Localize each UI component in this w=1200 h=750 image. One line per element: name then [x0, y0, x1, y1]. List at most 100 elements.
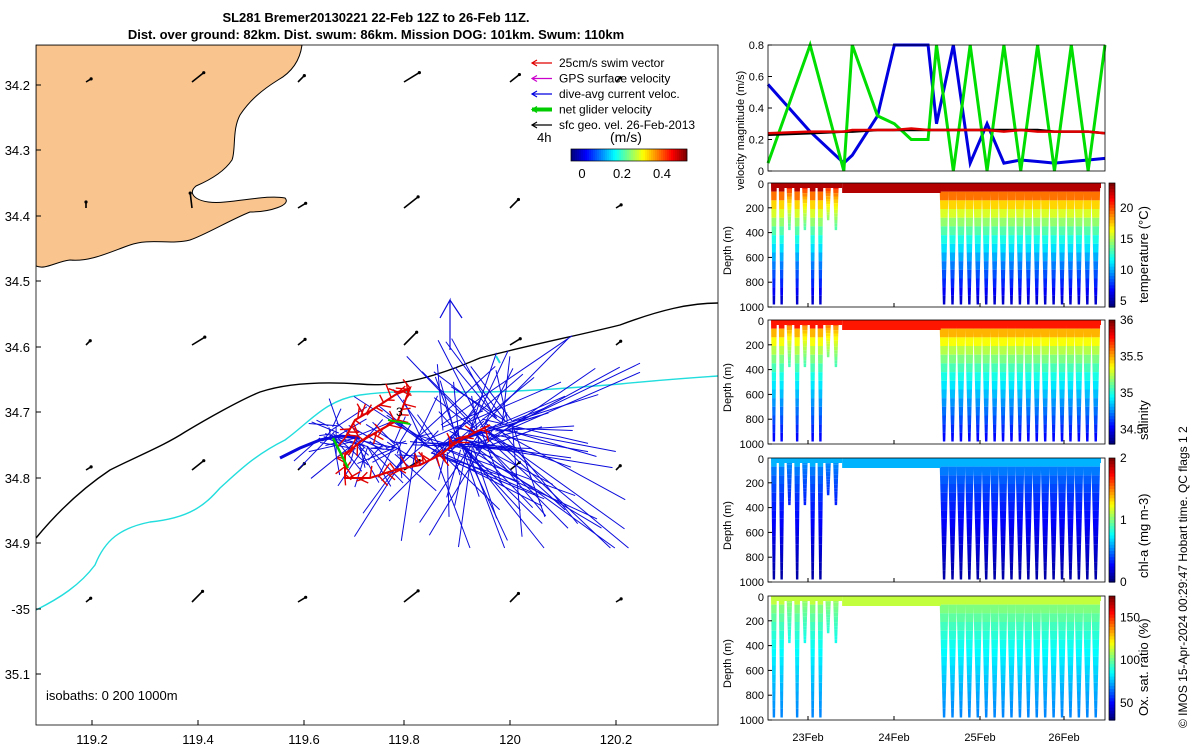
profile-cell	[1009, 674, 1014, 683]
colorbar-cell	[1109, 431, 1115, 436]
geo-velocity-arrowhead	[84, 200, 88, 204]
profile-cell	[810, 665, 815, 675]
geo-velocity-arrow	[509, 198, 520, 209]
map-colorbar-cell	[683, 149, 686, 161]
profile-cell	[982, 354, 990, 364]
profile-cell	[803, 353, 807, 358]
depth-tick-label: 800	[746, 552, 764, 564]
profile-cell	[825, 327, 831, 331]
profile-cell	[1082, 191, 1092, 201]
profile-cell	[1001, 295, 1005, 305]
profile-cell	[1042, 656, 1049, 666]
profile-cell	[975, 406, 980, 416]
profile-cell	[999, 639, 1007, 649]
colorbar-cell	[1109, 276, 1115, 280]
profile-cell	[1025, 252, 1031, 262]
colorbar-cell	[1109, 409, 1115, 414]
profile-cell	[1026, 553, 1031, 563]
current-velocity-vector	[453, 438, 521, 511]
profile-cell	[1057, 604, 1067, 614]
profile-cell	[966, 380, 973, 390]
profile-cell	[1033, 501, 1041, 511]
map-colorbar-cell	[625, 149, 628, 161]
profile-cell	[825, 335, 831, 339]
current-velocity-vector	[442, 410, 484, 428]
legend-label: 25cm/s swim vector	[559, 56, 664, 70]
map-colorbar-cell	[623, 149, 626, 161]
colorbar-cell	[1109, 544, 1115, 549]
profile-cell	[1000, 389, 1006, 399]
profile-cell	[1024, 492, 1032, 502]
current-velocity-vector	[357, 446, 397, 465]
profile-cell	[939, 200, 949, 210]
profile-cell	[1093, 536, 1099, 545]
profile-cell	[803, 639, 807, 644]
current-velocity-vector	[449, 430, 553, 485]
colorbar-cell	[1109, 473, 1115, 478]
profile-cell	[1015, 613, 1024, 623]
colorbar-cell	[1109, 428, 1115, 433]
profile-cell	[825, 473, 831, 477]
profile-cell	[958, 243, 964, 253]
map-colorbar-cell	[595, 149, 598, 161]
profile-cell	[981, 466, 991, 476]
profile-cell	[810, 536, 815, 545]
profile-cell	[1050, 380, 1057, 390]
profile-cell	[788, 639, 791, 644]
profile-cell	[772, 708, 776, 718]
profile-cell	[818, 380, 823, 390]
profile-cell	[1060, 424, 1064, 433]
profile-cell	[1035, 295, 1039, 305]
profile-cell	[1050, 243, 1057, 253]
velocity-y-tick-label: 0.4	[749, 103, 764, 115]
current-velocity-vector	[495, 425, 575, 432]
profile-cell	[992, 562, 997, 571]
profile-cell	[1067, 226, 1074, 236]
profile-cell	[826, 489, 830, 493]
profile-cell	[1075, 648, 1083, 657]
profile-cell	[1066, 328, 1075, 338]
colorbar-cell	[1109, 235, 1115, 240]
profile-frame	[767, 595, 1106, 721]
profile-cell	[779, 674, 784, 683]
y-tick-label: 34.3	[5, 143, 30, 158]
profile-cell	[973, 346, 982, 355]
profile-cell	[1068, 269, 1073, 279]
profile-cell	[965, 226, 973, 236]
profile-cell	[1025, 674, 1031, 683]
geo-velocity-arrow	[403, 71, 420, 83]
profile-cell	[834, 223, 838, 227]
profile-cell	[1092, 380, 1099, 390]
profile-cell	[826, 479, 831, 482]
map-colorbar-cell	[645, 149, 648, 161]
profile-cell	[786, 609, 792, 613]
colorbar-cell	[1109, 263, 1115, 268]
profile-cell	[1066, 613, 1075, 623]
profile-cell	[1058, 639, 1066, 649]
current-velocity-vector	[428, 441, 576, 497]
profile-cell	[941, 674, 947, 683]
profile-cell	[1032, 604, 1042, 614]
profile-cell	[967, 415, 972, 425]
colorbar-cell	[1109, 710, 1115, 715]
profile-cell	[1077, 287, 1081, 296]
profile-cell	[957, 630, 965, 640]
profile-cell	[976, 424, 980, 433]
colorbar-cell	[1109, 464, 1115, 468]
profile-cell	[772, 424, 776, 433]
legend-label: sfc geo. vel. 26-Feb-2013	[559, 118, 695, 132]
profile-cell	[958, 665, 964, 675]
colorbar-cell	[1109, 513, 1115, 518]
profile-cell	[810, 226, 815, 236]
profile-cell	[1052, 570, 1056, 580]
colorbar-cell	[1109, 354, 1115, 358]
profile-cell	[983, 261, 989, 270]
profile-cell	[817, 622, 823, 631]
colorbar-cell	[1109, 501, 1115, 506]
profile-cell	[802, 468, 808, 472]
colorbar-cell	[1109, 201, 1115, 206]
profile-cell	[1016, 235, 1024, 244]
profile-cell	[974, 363, 982, 373]
depth-tick-label: 600	[746, 665, 764, 677]
profile-cell	[825, 611, 831, 615]
